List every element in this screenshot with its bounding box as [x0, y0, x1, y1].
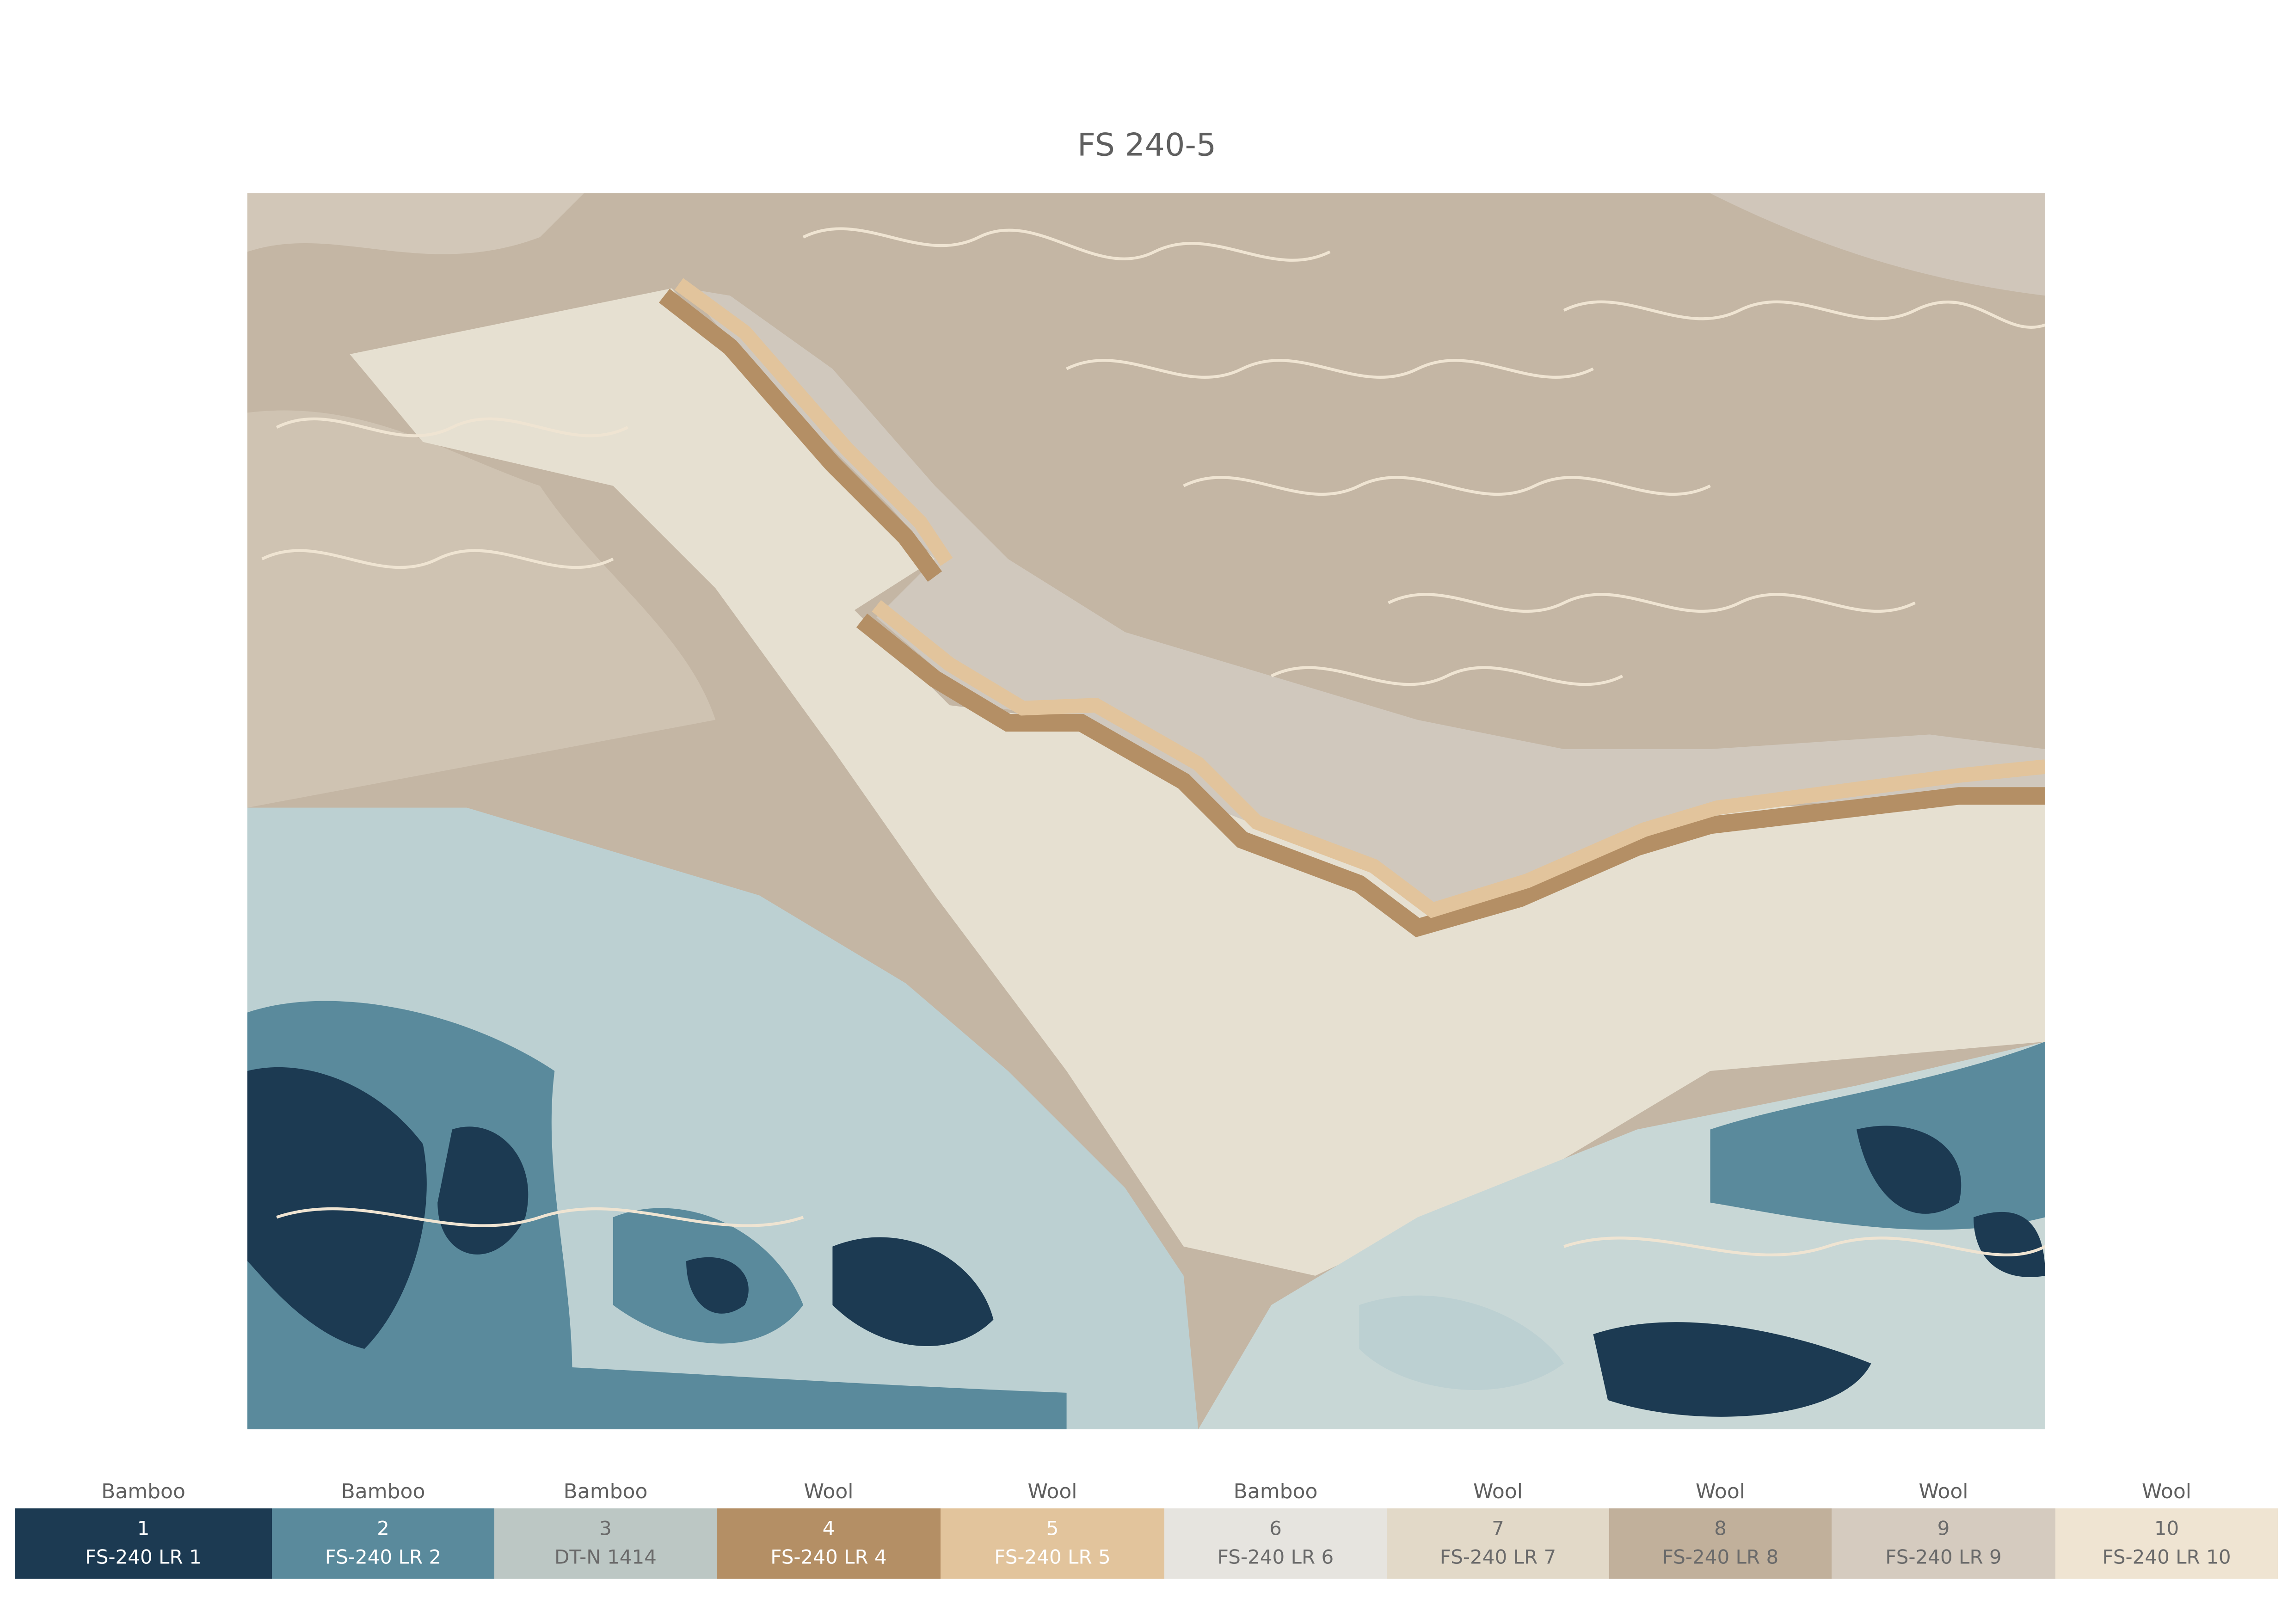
swatch [15, 1508, 272, 1579]
material-label: Wool [1919, 1480, 1968, 1503]
swatch-number: 8 [1714, 1517, 1727, 1540]
swatch-code: FS-240 LR 6 [1218, 1546, 1334, 1569]
material-label: Bamboo [341, 1480, 425, 1503]
material-label: Bamboo [564, 1480, 648, 1503]
swatch-code: FS-240 LR 9 [1885, 1546, 2001, 1569]
swatch-code: FS-240 LR 7 [1440, 1546, 1556, 1569]
rug-artwork [247, 193, 2045, 1429]
swatch-number: 6 [1269, 1517, 1282, 1540]
swatch [941, 1508, 1164, 1579]
swatch-code: FS-240 LR 10 [2102, 1546, 2231, 1569]
title: FS 240-5 [1077, 127, 1216, 164]
color-legend: Bamboo 1 FS-240 LR 1 Bamboo 2 FS-240 LR 2 Bamb… [15, 1480, 2278, 1579]
swatch-number: 5 [1046, 1517, 1059, 1540]
swatch [1387, 1508, 1609, 1579]
swatch-code: FS-240 LR 8 [1662, 1546, 1778, 1569]
swatch-code: FS-240 LR 4 [770, 1546, 886, 1569]
swatch-code: DT-N 1414 [554, 1546, 657, 1569]
material-label: Wool [1028, 1480, 1077, 1503]
swatch-number: 4 [823, 1517, 835, 1540]
swatch-code: FS-240 LR 2 [325, 1546, 441, 1569]
swatch-code: FS-240 LR 5 [994, 1546, 1110, 1569]
swatch-number: 9 [1937, 1517, 1950, 1540]
swatch [1832, 1508, 2055, 1579]
material-label: Wool [2142, 1480, 2191, 1503]
material-label: Wool [1473, 1480, 1523, 1503]
swatch-number: 7 [1492, 1517, 1504, 1540]
swatch-number: 1 [137, 1517, 150, 1540]
swatch [1164, 1508, 1387, 1579]
swatch [717, 1508, 941, 1579]
swatch [272, 1508, 494, 1579]
material-label: Bamboo [1234, 1480, 1318, 1503]
material-label: Bamboo [101, 1480, 185, 1503]
swatch-number: 3 [599, 1517, 612, 1540]
swatch [494, 1508, 717, 1579]
material-label: Wool [1696, 1480, 1745, 1503]
swatch [1609, 1508, 1832, 1579]
material-label: Wool [804, 1480, 854, 1503]
swatch-number: 10 [2154, 1517, 2179, 1540]
swatch-number: 2 [377, 1517, 389, 1540]
swatch-code: FS-240 LR 1 [85, 1546, 201, 1569]
swatch [2055, 1508, 2278, 1579]
